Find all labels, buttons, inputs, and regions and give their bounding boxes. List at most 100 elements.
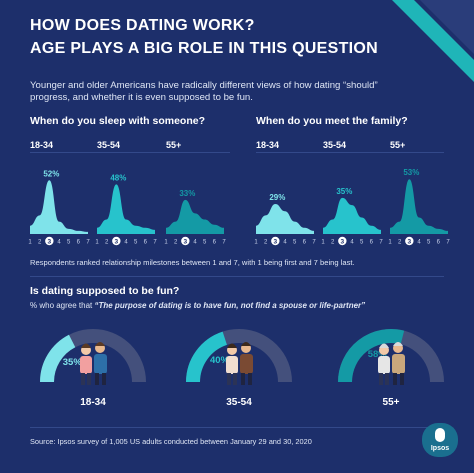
sleep-tick-label-0-0: 1 [28,240,32,246]
family-tick-label-2-2: 3 [408,239,412,246]
sleep-area-0 [30,180,88,234]
sleep-mini-chart-2: 33% 1 2 3 4 5 6 7 [164,189,226,246]
sleep-tick-label-1-2: 3 [115,239,119,246]
family-age-label-55-plus: 55+ [390,140,406,150]
corner-stripe-teal [392,0,474,82]
family-tick-label-1-5: 6 [370,240,374,246]
person-a-leg-left [81,373,85,385]
family-area-0 [256,204,314,234]
person-b-body [240,354,253,374]
sleep-tick-label-2-5: 6 [213,240,217,246]
sleep-tick-label-0-5: 6 [77,240,81,246]
gauge-fill-2 [338,329,405,383]
sleep-tick-label-2-0: 1 [164,240,168,246]
family-tick-label-0-3: 4 [283,240,287,246]
family-tick-label-1-6: 7 [379,240,383,246]
person-b-body [392,354,405,374]
person-a-leg-right [87,373,91,385]
family-tick-label-0-1: 2 [264,240,268,246]
person-a-hair [81,343,91,348]
sleep-tick-label-1-3: 4 [124,240,128,246]
family-area-2 [390,179,448,234]
sleep-tick-label-1-6: 7 [153,240,157,246]
sleep-area-2 [166,199,224,234]
gauge-age-label-35-54: 35-54 [226,397,252,408]
sleep-peak-label-0: 52% [43,169,59,178]
sleep-tick-label-2-4: 5 [203,240,207,246]
person-b-hair [241,342,251,346]
gauge-fill-0 [40,334,76,383]
family-mini-chart-0: 29% 1 2 3 4 5 6 7 [254,193,316,246]
gauge-age-label-18-34: 18-34 [80,397,106,408]
ipsos-logo-mark [435,428,445,442]
milestone-charts: 52%1 2 3 4 5 6 748%1 2 3 4 5 6 733%1 2 3 4 5 6 729%1 2 3 4 5 6 7… [28,168,450,246]
ipsos-logo-icon: Ipsos [422,423,458,457]
person-a-hair [227,343,237,348]
sleep-age-label-35-54: 35-54 [97,140,121,150]
person-b-leg-right [102,373,106,385]
family-tick-highlight-1 [338,236,347,246]
dating-gauges: 35% 40% 58% [40,329,444,385]
family-tick-label-2-5: 6 [437,240,441,246]
gauge-value-label-2: 58% [368,349,388,360]
family-tick-label-2-0: 1 [388,240,392,246]
sleep-tick-label-2-1: 2 [174,240,178,246]
family-mini-chart-1: 35% 1 2 3 4 5 6 7 [321,187,383,246]
sleep-divider [30,152,230,153]
section-divider [30,276,444,277]
family-tick-label-1-4: 5 [360,240,364,246]
sleep-age-label-55-plus: 55+ [166,140,182,150]
family-tick-label-0-6: 7 [312,240,316,246]
family-tick-label-2-3: 4 [417,240,421,246]
family-tick-highlight-2 [405,236,414,246]
ipsos-logo-text: Ipsos [430,445,450,452]
person-a-hair [379,343,389,348]
sleep-tick-label-0-4: 5 [67,240,71,246]
gauge-2: 58% [338,329,444,385]
gauge-value-label-1: 40% [210,355,230,366]
family-chart-title: When do you meet the family? [256,115,408,127]
sleep-tick-label-0-1: 2 [38,240,42,246]
person-b-leg-right [248,373,252,385]
couple-55-plus-icon [378,342,405,385]
person-b-body [94,354,107,374]
family-age-label-35-54: 35-54 [323,140,347,150]
family-tick-label-1-3: 4 [350,240,354,246]
gauge-value-label-0: 35% [63,357,83,368]
family-tick-label-2-4: 5 [427,240,431,246]
source-note: Source: Ipsos survey of 1,005 US adults … [30,437,312,446]
person-b-leg-left [95,373,99,385]
family-tick-label-1-0: 1 [321,240,325,246]
sleep-tick-highlight-0 [45,236,54,246]
sleep-tick-label-0-3: 4 [57,240,61,246]
person-a-leg-left [227,373,231,385]
page-title-line-1: HOW DOES DATING WORK? [30,17,255,34]
dating-subtitle-quote: “The purpose of dating is to have fun, n… [94,301,366,310]
family-tick-label-0-0: 1 [254,240,258,246]
family-tick-label-2-6: 7 [446,240,450,246]
sleep-tick-label-1-4: 5 [134,240,138,246]
family-tick-label-1-1: 2 [331,240,335,246]
sleep-age-label-18-34: 18-34 [30,140,54,150]
person-a-body [226,356,238,374]
sleep-peak-label-1: 48% [110,173,126,182]
sleep-tick-label-2-6: 7 [222,240,226,246]
sleep-tick-label-0-2: 3 [48,239,52,246]
person-b-hair [393,342,403,346]
family-peak-label-2: 53% [403,168,419,177]
family-area-1 [323,197,381,234]
sleep-tick-label-2-3: 4 [193,240,197,246]
family-tick-label-1-2: 3 [341,239,345,246]
sleep-mini-chart-1: 48% 1 2 3 4 5 6 7 [95,173,157,245]
sleep-tick-label-0-6: 7 [86,240,90,246]
person-b-leg-left [393,373,397,385]
person-b-leg-left [241,373,245,385]
family-tick-label-0-5: 6 [303,240,307,246]
family-peak-label-0: 29% [269,193,285,202]
sleep-tick-highlight-1 [112,236,121,246]
family-age-label-18-34: 18-34 [256,140,280,150]
person-a-leg-right [385,373,389,385]
sleep-tick-label-2-2: 3 [184,239,188,246]
sleep-tick-label-1-1: 2 [105,240,109,246]
